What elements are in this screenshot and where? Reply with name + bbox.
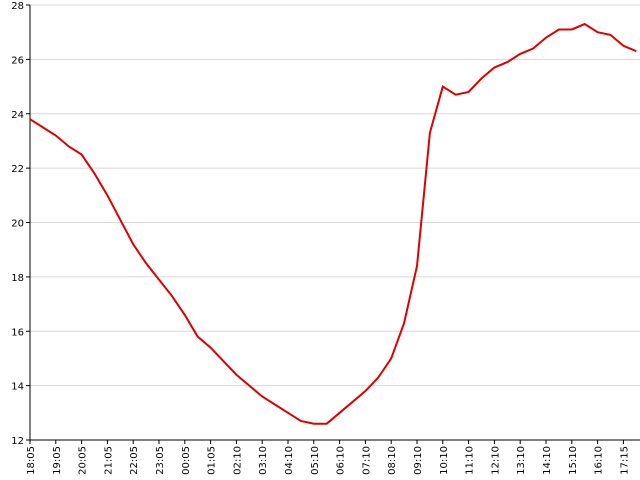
x-tick-label: 15:10 [568, 446, 579, 475]
x-tick-label: 21:05 [103, 446, 114, 475]
x-tick-label: 04:10 [284, 446, 295, 475]
x-tick-label: 19:05 [52, 446, 63, 475]
y-tick-label: 20 [11, 219, 24, 230]
x-tick-label: 02:10 [232, 446, 243, 475]
y-tick-label: 12 [11, 436, 24, 447]
data-line [29, 22, 637, 425]
x-tick-label: 10:10 [439, 446, 450, 475]
x-tick-label: 16:10 [594, 446, 605, 475]
x-tick-label: 11:10 [465, 446, 476, 475]
x-tick-label: 01:05 [207, 446, 218, 475]
x-tick-label: 17:15 [619, 446, 630, 475]
x-tick-label: 14:10 [542, 446, 553, 475]
x-tick-label: 03:10 [258, 446, 269, 475]
x-tick-label: 13:10 [516, 446, 527, 475]
x-tick-label: 22:05 [129, 446, 140, 475]
x-tick-label: 23:05 [155, 446, 166, 475]
y-tick-label: 14 [11, 382, 24, 393]
x-tick-label: 09:10 [413, 446, 424, 475]
y-tick-label: 26 [11, 55, 24, 66]
x-tick-label: 12:10 [490, 446, 501, 475]
y-tick-label: 22 [11, 164, 24, 175]
x-tick-label: 20:05 [78, 446, 89, 475]
y-tick-label: 18 [11, 273, 24, 284]
x-tick-label: 06:10 [336, 446, 347, 475]
x-tick-label: 05:10 [310, 446, 321, 475]
y-tick-label: 28 [11, 1, 24, 12]
y-tick-label: 24 [11, 110, 24, 121]
x-tick-label: 00:05 [181, 446, 192, 475]
y-tick-label: 16 [11, 327, 24, 338]
x-tick-label: 07:10 [361, 446, 372, 475]
x-tick-label: 18:05 [26, 446, 37, 475]
x-tick-label: 08:10 [387, 446, 398, 475]
